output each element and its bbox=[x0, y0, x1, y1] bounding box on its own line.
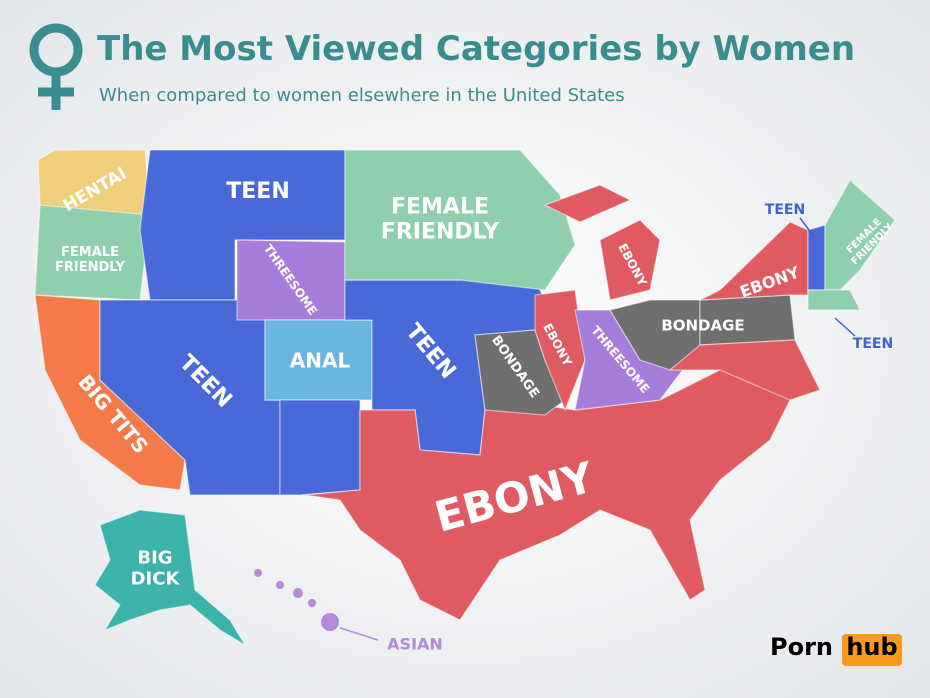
female-symbol bbox=[29, 23, 83, 110]
region bbox=[599, 219, 661, 301]
region-label: FEMALE bbox=[61, 245, 119, 260]
title: The Most Viewed Categories by Women bbox=[97, 29, 855, 69]
region-label: BONDAGE bbox=[661, 317, 744, 335]
region bbox=[534, 289, 586, 412]
logo: Porn hub bbox=[770, 633, 902, 666]
region-label: TEEN bbox=[853, 336, 893, 352]
region bbox=[807, 224, 826, 291]
region-label: ASIAN bbox=[387, 635, 443, 654]
subtitle: When compared to women elsewhere in the … bbox=[99, 85, 625, 106]
region bbox=[94, 509, 246, 646]
region-label: DICK bbox=[131, 568, 181, 589]
logo-box bbox=[842, 634, 902, 666]
region bbox=[344, 149, 576, 291]
region bbox=[807, 289, 861, 311]
region bbox=[279, 399, 361, 496]
region-label: TEEN bbox=[765, 202, 805, 218]
region-label: FRIENDLY bbox=[55, 260, 126, 275]
region-label: FEMALE bbox=[391, 194, 489, 219]
logo-right: hub bbox=[846, 633, 897, 661]
map-regions bbox=[34, 149, 896, 646]
region bbox=[668, 339, 821, 401]
region-label: FRIENDLY bbox=[381, 220, 500, 245]
logo-left: Porn bbox=[770, 633, 833, 661]
hawaii bbox=[254, 569, 339, 631]
region-label: ANAL bbox=[290, 349, 351, 373]
leaders bbox=[339, 217, 856, 641]
region bbox=[543, 184, 632, 223]
region-label: TEEN bbox=[226, 179, 289, 204]
region-label: BIG bbox=[137, 548, 172, 569]
